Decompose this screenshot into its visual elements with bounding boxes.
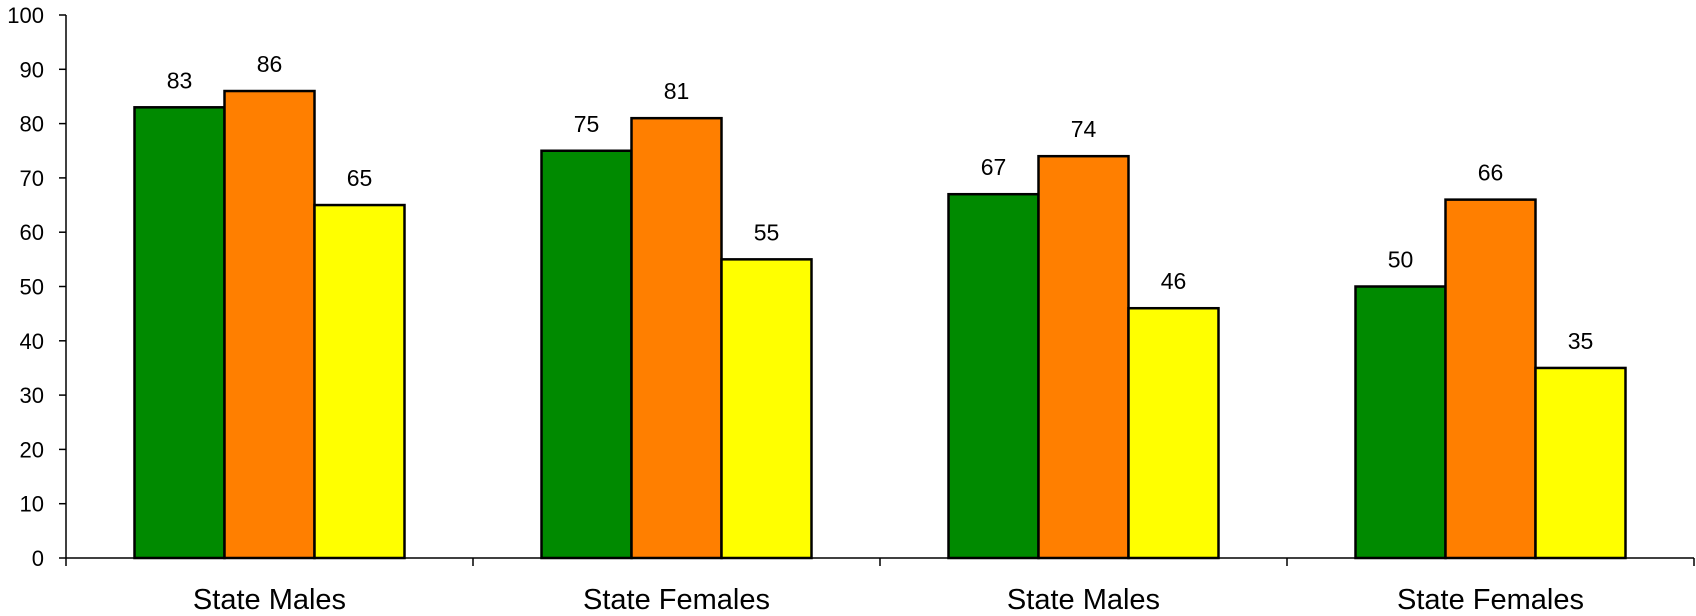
bar [1354,285,1447,560]
bar-value-label: 65 [347,165,373,191]
x-category-label: State Males [193,584,346,616]
y-tick-label: 40 [20,329,44,354]
bar [1127,306,1220,560]
y-tick-label: 50 [20,275,44,300]
bar-value-label: 81 [664,78,690,104]
y-tick-label: 10 [20,492,44,517]
x-category-label: State Females [583,584,770,616]
y-axis: 0 10 20 30 40 50 60 70 80 90 100 [7,3,67,571]
bar [1037,154,1130,560]
bar [223,89,316,560]
bar [1444,198,1537,560]
y-tick-label: 30 [20,383,44,408]
bar [947,192,1040,560]
y-tick-label: 80 [20,112,44,137]
y-tick-label: 70 [20,166,44,191]
bar-value-label: 55 [754,219,780,245]
bar [313,203,406,560]
y-tick-label: 20 [20,437,44,462]
bar [133,106,226,560]
bar-value-label: 46 [1161,268,1187,294]
y-tick-label: 0 [32,546,44,571]
bar-value-label: 75 [574,111,600,137]
bar-value-label: 50 [1388,247,1414,273]
bar-value-label: 83 [167,67,193,93]
x-category-label: State Males [1007,584,1160,616]
bar-value-label: 74 [1071,116,1097,142]
y-tick-label: 60 [20,220,44,245]
y-tick-label: 90 [20,57,44,82]
bar-value-label: 66 [1478,160,1504,186]
x-category-label: State Females [1397,584,1584,616]
bar-value-label: 67 [981,154,1007,180]
x-axis: State Males State Females State Males State… [65,557,1695,616]
bar [540,149,633,560]
bar-value-label: 86 [257,51,283,77]
bar [630,116,723,560]
bar-value-label: 35 [1568,328,1594,354]
y-tick-label: 100 [7,3,44,28]
bars [133,89,1627,560]
bar [720,258,813,560]
data-labels: 83 86 65 75 81 55 67 74 46 50 66 35 [167,51,1594,354]
bar [1534,366,1627,560]
